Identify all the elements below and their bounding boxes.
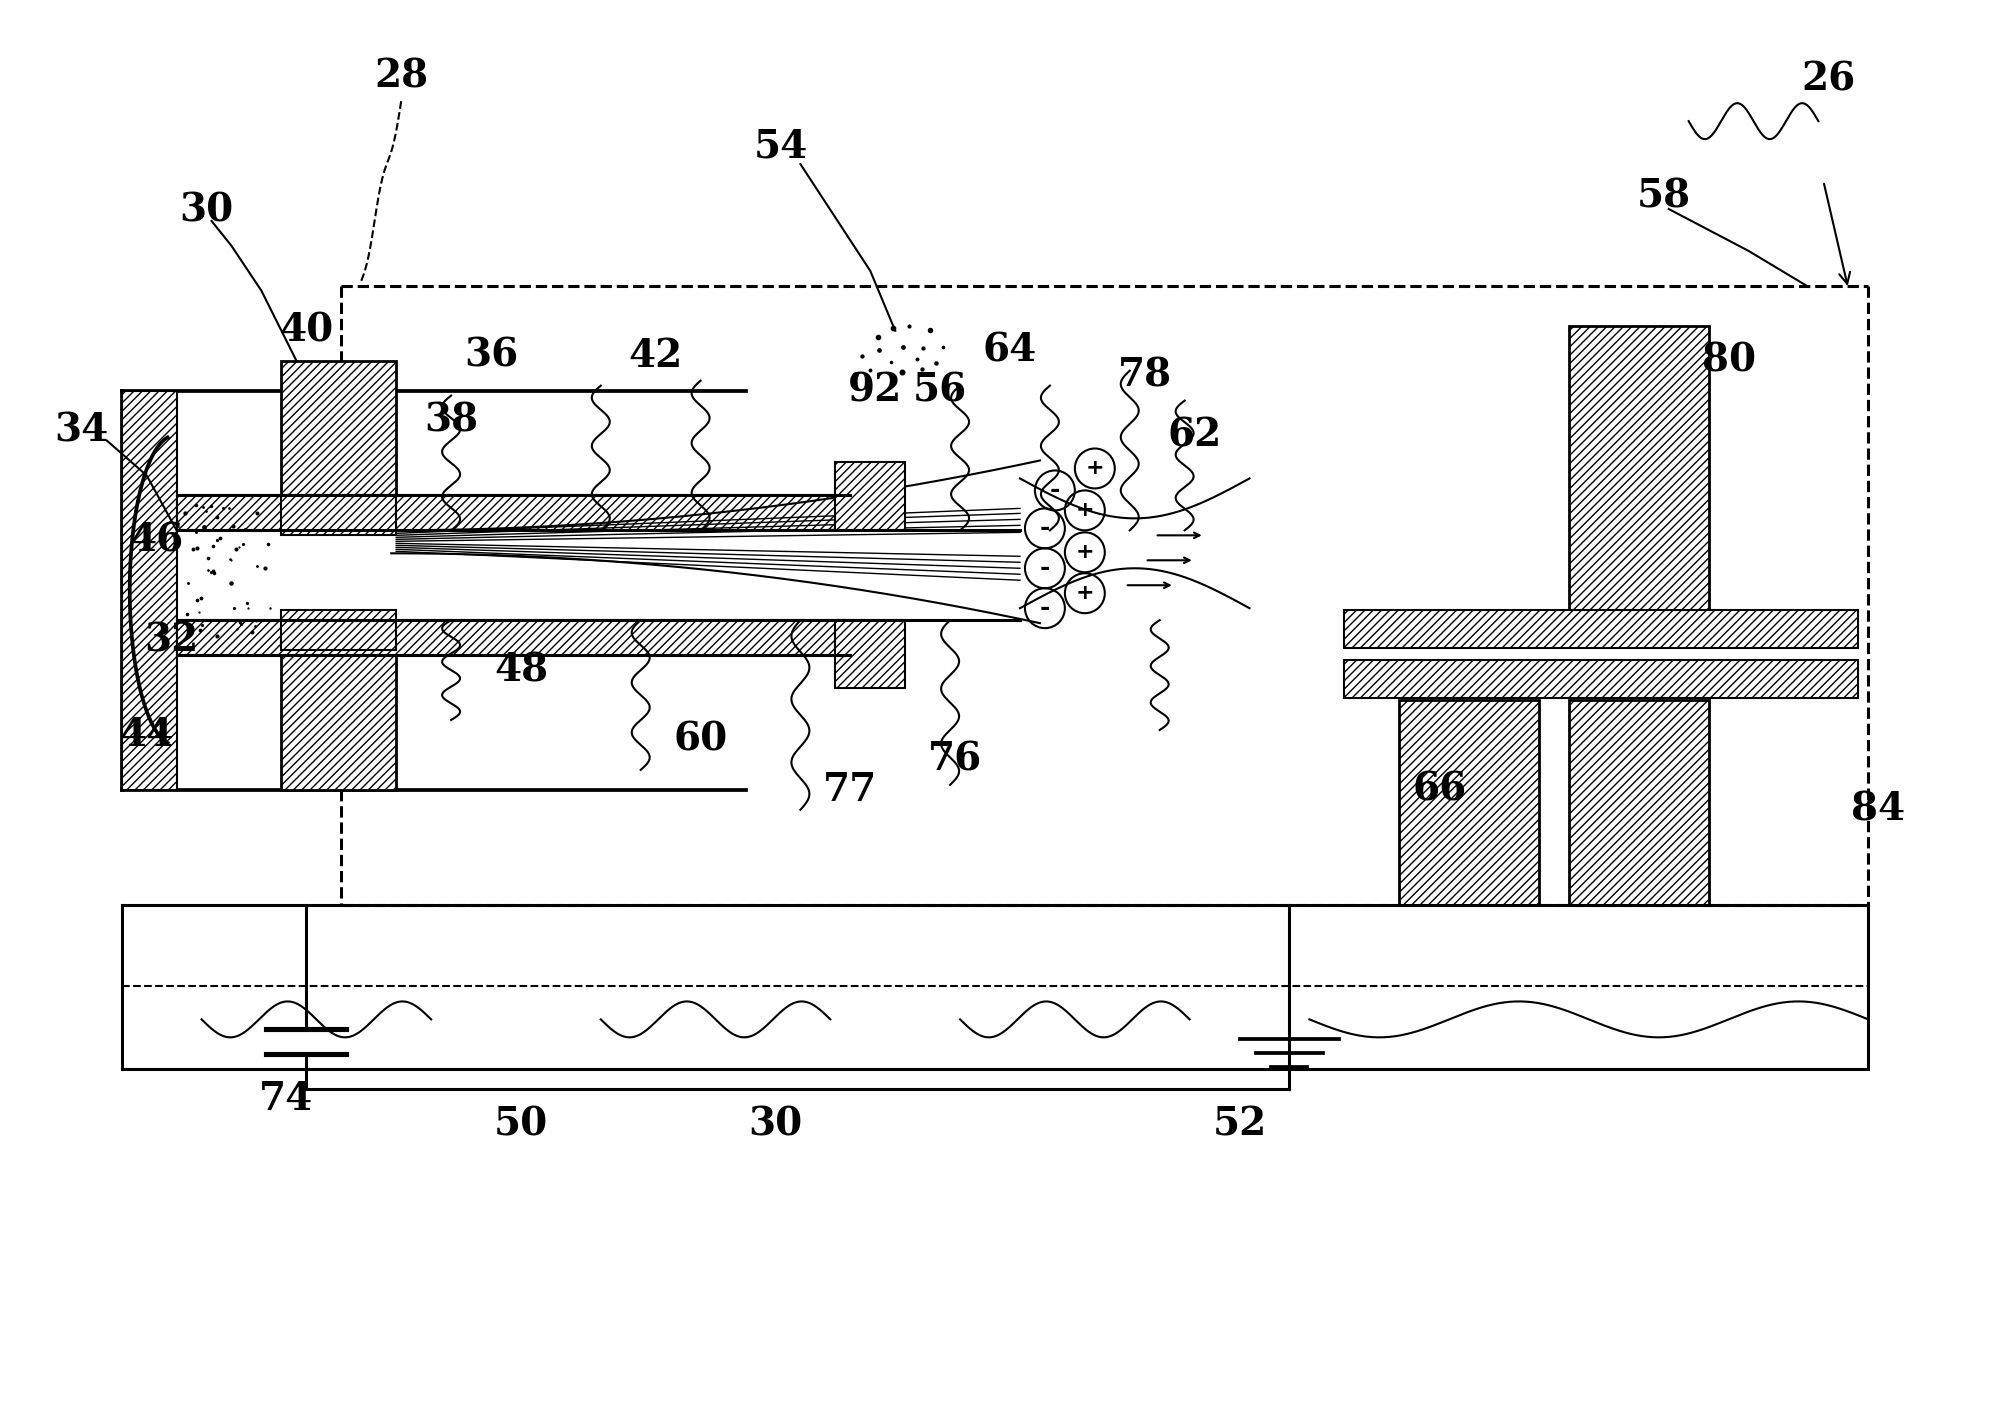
Text: 60: 60 (673, 722, 727, 758)
Text: 62: 62 (1167, 417, 1221, 455)
Text: 32: 32 (145, 621, 199, 659)
Bar (1344, 659, 1858, 698)
Text: +: + (1085, 459, 1105, 479)
Text: +: + (1075, 583, 1095, 603)
Bar (281, 496, 396, 535)
Text: -: - (1041, 556, 1051, 580)
Bar (177, 620, 850, 655)
Text: 56: 56 (912, 371, 966, 409)
Text: -: - (1051, 479, 1061, 503)
Text: 42: 42 (629, 336, 683, 374)
Text: 50: 50 (494, 1106, 548, 1144)
Text: 30: 30 (747, 1106, 802, 1144)
Text: 34: 34 (54, 411, 108, 449)
Bar (1569, 326, 1708, 616)
Bar (836, 463, 906, 531)
Bar (1569, 700, 1708, 905)
Bar (1398, 700, 1539, 905)
Bar (281, 360, 396, 496)
Text: 84: 84 (1850, 791, 1905, 829)
Text: 46: 46 (129, 521, 183, 559)
Text: 28: 28 (374, 58, 428, 95)
Text: 66: 66 (1412, 771, 1467, 809)
Bar (1344, 610, 1858, 648)
Text: 58: 58 (1637, 176, 1692, 215)
Text: 80: 80 (1702, 342, 1756, 380)
Text: +: + (1075, 500, 1095, 521)
Text: 76: 76 (928, 741, 982, 779)
Bar (281, 610, 396, 650)
Text: 36: 36 (464, 336, 518, 374)
Text: 30: 30 (179, 192, 233, 230)
Text: 44: 44 (121, 716, 175, 754)
Text: 38: 38 (424, 401, 478, 439)
Text: 64: 64 (982, 332, 1037, 370)
Text: -: - (1041, 596, 1051, 620)
Text: 26: 26 (1802, 61, 1856, 99)
Text: 77: 77 (824, 771, 878, 809)
Bar (177, 496, 850, 531)
Text: 52: 52 (1211, 1106, 1266, 1144)
Text: 48: 48 (494, 651, 548, 689)
Text: 92: 92 (848, 371, 902, 409)
Text: +: + (1075, 542, 1095, 562)
Bar (123, 391, 177, 789)
Text: 54: 54 (753, 127, 808, 165)
Bar (281, 655, 396, 789)
Text: 74: 74 (259, 1080, 313, 1118)
Text: -: - (1041, 517, 1051, 541)
Text: 40: 40 (279, 312, 333, 350)
Bar (836, 620, 906, 688)
Text: 78: 78 (1117, 357, 1171, 394)
